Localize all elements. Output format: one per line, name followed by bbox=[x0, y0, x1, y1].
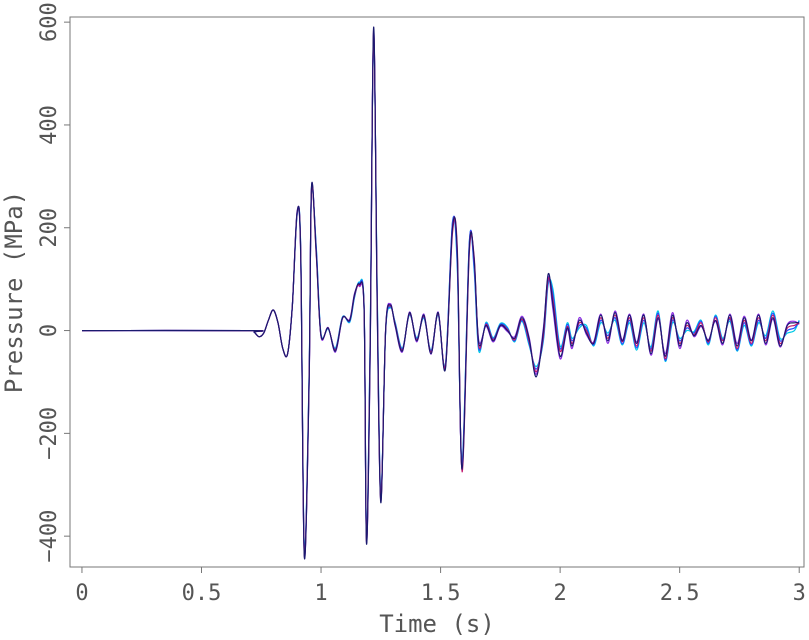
y-tick-label: −400 bbox=[37, 510, 62, 563]
y-tick-label: −200 bbox=[37, 407, 62, 460]
x-tick-label: 0.5 bbox=[182, 581, 222, 606]
series-line-4 bbox=[81, 34, 800, 555]
series-line-2 bbox=[81, 31, 800, 557]
x-axis-label: Time (s) bbox=[379, 610, 495, 638]
y-axis: −400 −200 0 200 400 600 bbox=[37, 2, 70, 563]
y-axis-label: Pressure (MPa) bbox=[0, 191, 28, 393]
series-line-3 bbox=[81, 29, 800, 559]
y-tick-label: 400 bbox=[37, 105, 62, 145]
y-tick-label: 200 bbox=[37, 208, 62, 248]
series-group bbox=[81, 26, 800, 560]
series-line-5 bbox=[81, 39, 800, 552]
x-tick-label: 1.5 bbox=[421, 581, 461, 606]
plot-frame bbox=[69, 16, 805, 568]
x-tick-label: 0 bbox=[75, 581, 88, 606]
series-line-1 bbox=[81, 26, 800, 560]
x-tick-label: 3 bbox=[793, 581, 806, 606]
x-axis: 0 0.5 1 1.5 2 2.5 3 bbox=[75, 567, 806, 606]
x-tick-label: 2.5 bbox=[660, 581, 700, 606]
x-tick-label: 1 bbox=[314, 581, 327, 606]
x-tick-label: 2 bbox=[554, 581, 567, 606]
y-tick-label: 600 bbox=[37, 2, 62, 42]
y-tick-label: 0 bbox=[37, 324, 62, 337]
